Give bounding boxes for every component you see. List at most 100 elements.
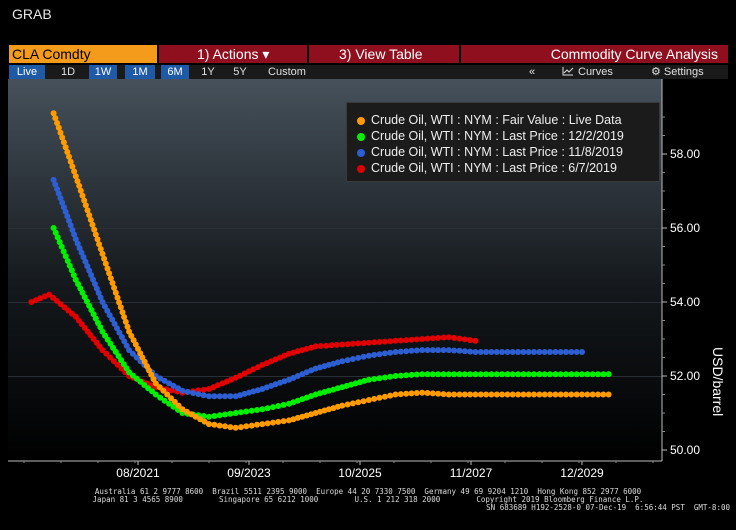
data-point xyxy=(392,349,399,355)
data-point xyxy=(86,267,93,274)
data-point xyxy=(64,258,71,264)
data-point xyxy=(365,352,372,359)
data-point xyxy=(81,197,88,204)
data-point xyxy=(536,391,543,398)
legend-label: Crude Oil, WTI : NYM : Last Price : 11/8… xyxy=(371,145,623,159)
data-point xyxy=(66,217,72,224)
data-point xyxy=(451,347,458,354)
data-point xyxy=(303,412,310,419)
data-point xyxy=(214,382,221,389)
data-point xyxy=(52,115,59,122)
data-point xyxy=(520,391,527,398)
data-point xyxy=(96,241,103,248)
data-point xyxy=(403,348,410,355)
range-5y[interactable]: 5Y xyxy=(233,66,247,78)
legend-item-11-8-2019[interactable]: Crude Oil, WTI : NYM : Last Price : 11/8… xyxy=(357,144,623,161)
data-point xyxy=(461,336,468,343)
legend-item-fair-value[interactable]: Crude Oil, WTI : NYM : Fair Value : Live… xyxy=(357,112,622,129)
range-6m[interactable]: 6M xyxy=(161,65,189,79)
data-point xyxy=(60,248,67,255)
actions-button[interactable]: 1) Actions ▾ xyxy=(159,45,307,63)
legend-item-12-2-2019[interactable]: Crude Oil, WTI : NYM : Last Price : 12/2… xyxy=(357,128,624,145)
data-point xyxy=(435,390,442,397)
legend-label: Crude Oil, WTI : NYM : Fair Value : Live… xyxy=(371,113,622,127)
data-point xyxy=(488,391,495,398)
data-point xyxy=(365,376,372,383)
data-point xyxy=(515,349,522,355)
range-1m[interactable]: 1M xyxy=(125,65,155,79)
data-point xyxy=(440,334,447,341)
data-point xyxy=(525,371,532,378)
data-point xyxy=(325,406,332,413)
data-point xyxy=(118,334,125,340)
view-table-button[interactable]: 3) View Table xyxy=(309,45,459,63)
data-point xyxy=(339,341,346,348)
data-point xyxy=(381,350,388,357)
range-custom[interactable]: Custom xyxy=(268,66,306,78)
data-point xyxy=(499,349,506,355)
data-point xyxy=(188,411,195,418)
x-tick-label: 11/2027 xyxy=(450,466,493,479)
data-point xyxy=(472,349,479,355)
data-point xyxy=(472,337,479,344)
data-point xyxy=(157,375,164,382)
data-point xyxy=(272,356,279,363)
data-point xyxy=(392,373,399,379)
ticker-field[interactable]: CLA Comdty xyxy=(9,45,157,63)
legend-item-6-7-2019[interactable]: Crude Oil, WTI : NYM : Last Price : 6/7/… xyxy=(357,160,617,177)
x-tick-label: 09/2023 xyxy=(227,466,271,479)
data-point xyxy=(200,386,207,393)
data-point xyxy=(504,391,511,398)
range-1y[interactable]: 1Y xyxy=(201,66,215,78)
data-point xyxy=(238,424,244,431)
y-tick-label: 54.00 xyxy=(670,295,700,309)
data-point xyxy=(175,402,182,409)
data-point xyxy=(74,240,81,247)
data-point xyxy=(349,340,356,347)
curves-button[interactable]: Curves xyxy=(562,65,613,79)
data-point xyxy=(355,340,362,347)
data-point xyxy=(200,392,207,399)
data-point xyxy=(579,391,585,398)
data-point xyxy=(547,371,553,378)
data-point xyxy=(435,347,442,354)
data-point xyxy=(413,336,420,343)
data-point xyxy=(99,299,106,305)
data-point xyxy=(348,381,355,388)
data-point xyxy=(280,418,287,425)
data-point xyxy=(55,124,62,131)
data-point xyxy=(104,265,111,272)
settings-button[interactable]: ⚙ Settings xyxy=(651,65,704,79)
data-point xyxy=(59,199,66,206)
data-point xyxy=(107,354,114,361)
data-point xyxy=(504,349,511,355)
data-point xyxy=(355,354,362,361)
data-point xyxy=(323,342,330,349)
data-point xyxy=(270,419,276,426)
range-1d[interactable]: 1D xyxy=(60,66,76,78)
data-point xyxy=(76,182,83,189)
data-point xyxy=(87,216,94,223)
data-point xyxy=(60,204,67,211)
command-bar: CLA Comdty 1) Actions ▾ 3) View Table Co… xyxy=(9,45,728,63)
data-point xyxy=(483,371,490,378)
data-point xyxy=(66,262,73,269)
data-point xyxy=(254,421,260,428)
data-point xyxy=(179,387,186,394)
collapse-icon[interactable]: « xyxy=(529,66,536,78)
data-point xyxy=(440,371,447,378)
band-line xyxy=(8,228,662,229)
data-point xyxy=(557,349,564,355)
y-tick-label: 56.00 xyxy=(670,221,700,235)
data-point xyxy=(170,382,177,389)
data-point xyxy=(250,366,257,373)
data-point xyxy=(429,347,436,354)
data-point xyxy=(74,178,81,185)
data-point xyxy=(325,361,332,368)
data-point xyxy=(107,275,114,282)
data-point xyxy=(536,371,543,378)
range-live[interactable]: Live xyxy=(9,65,45,79)
data-point xyxy=(206,413,212,420)
range-1w[interactable]: 1W xyxy=(89,65,117,79)
data-point xyxy=(264,405,271,412)
